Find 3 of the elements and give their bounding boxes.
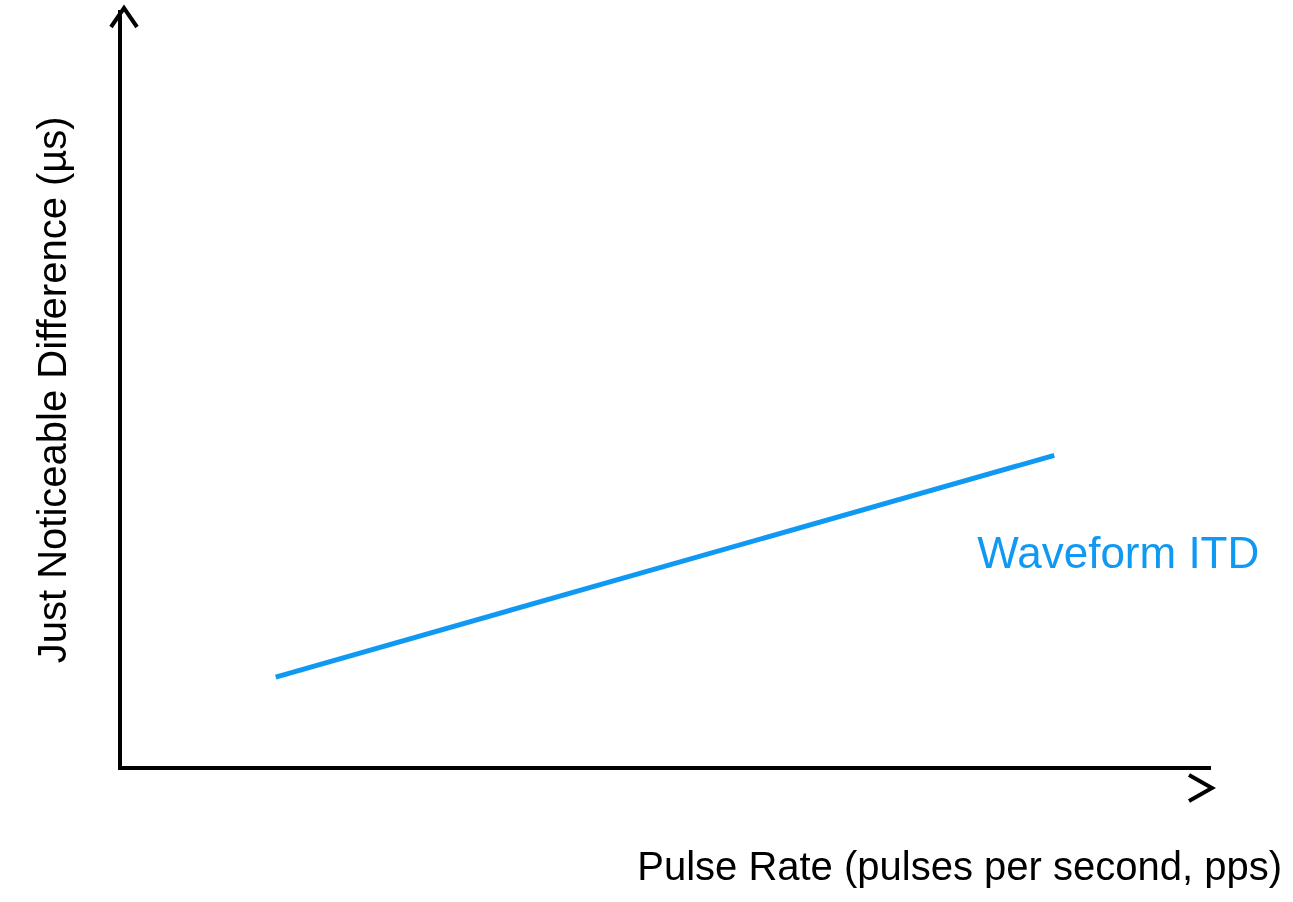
- series-label: Waveform ITD: [977, 527, 1260, 577]
- x-axis-title: Pulse Rate (pulses per second, pps): [637, 844, 1282, 888]
- y-axis-title: Just Noticeable Difference (µs): [30, 116, 75, 664]
